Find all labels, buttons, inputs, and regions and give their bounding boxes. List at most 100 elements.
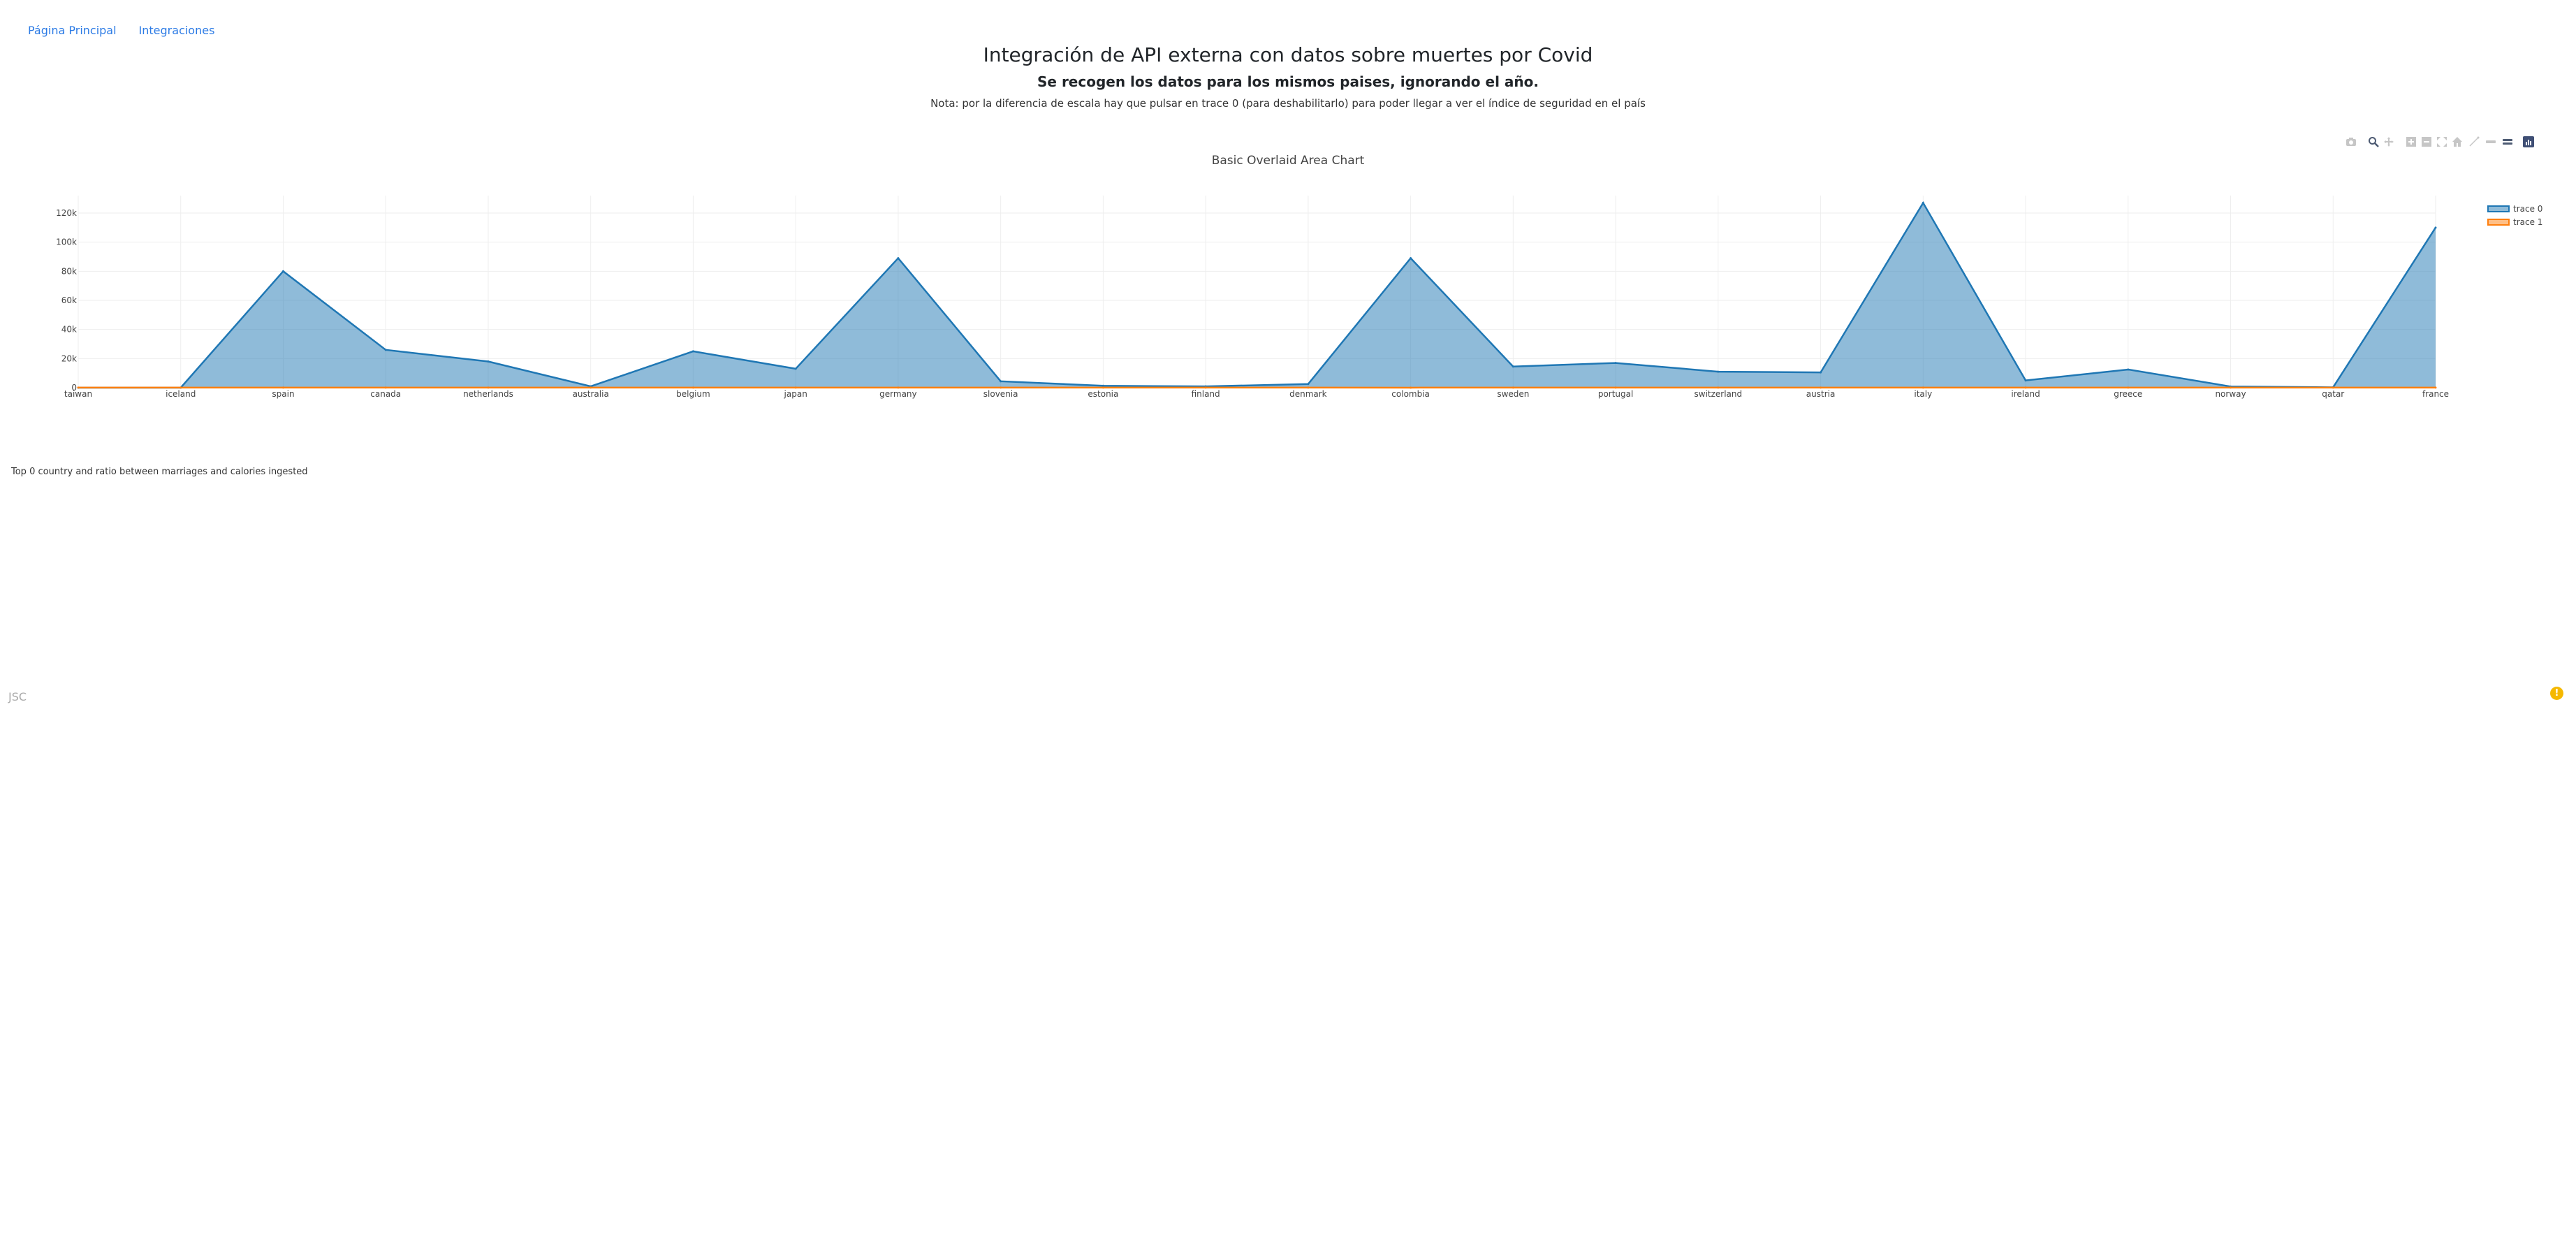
x-tick-label: austria [1806, 389, 1836, 399]
series-point-1 [281, 386, 284, 389]
x-tick-label: denmark [1289, 389, 1327, 399]
x-tick-label: spain [272, 389, 294, 399]
x-tick-label: colombia [1391, 389, 1430, 399]
series-point-0 [487, 360, 490, 363]
chart-legend: trace 0 trace 1 [2487, 204, 2542, 227]
legend-item-0[interactable]: trace 0 [2487, 204, 2542, 214]
series-point-0 [1922, 201, 1924, 204]
footer-brand: JSC [8, 690, 27, 703]
x-tick-label: netherlands [463, 389, 513, 399]
series-line-0 [78, 200, 2437, 389]
pan-icon[interactable] [2383, 136, 2395, 148]
y-tick-label: 20k [61, 353, 77, 363]
legend-label: trace 1 [2513, 217, 2542, 227]
home-icon[interactable] [2451, 136, 2464, 148]
x-tick-label: norway [2215, 389, 2246, 399]
series-point-1 [691, 386, 694, 389]
page-note: Nota: por la diferencia de escala hay qu… [930, 97, 1646, 110]
series-point-1 [2434, 386, 2437, 389]
series-point-0 [281, 270, 284, 272]
second-chart-caption: Top 0 country and ratio between marriage… [11, 467, 308, 477]
legend-swatch [2487, 219, 2510, 226]
x-tick-label: australia [573, 389, 609, 399]
series-point-0 [2127, 368, 2130, 371]
plotly-logo-icon[interactable] [2522, 136, 2535, 148]
series-area-0 [78, 203, 2436, 388]
x-tick-label: taiwan [64, 389, 92, 399]
series-point-0 [1614, 362, 1617, 365]
series-point-0 [1307, 383, 1310, 386]
area-chart: 0 20k 40k 60k 80k 100k 120k taiwan iceland spain… [56, 154, 2542, 399]
series-point-1 [1922, 386, 1924, 389]
nav-home-link[interactable]: Página Principal [28, 24, 117, 37]
series-point-1 [590, 386, 592, 389]
series-point-0 [691, 350, 694, 353]
warning-icon[interactable]: ! [2550, 687, 2563, 700]
series-point-1 [1717, 386, 1720, 389]
hover-closest-icon[interactable] [2484, 136, 2497, 148]
series-point-0 [2434, 226, 2437, 229]
zoom-in-icon[interactable] [2405, 136, 2417, 148]
autoscale-icon[interactable] [2436, 136, 2448, 148]
y-tick-label: 40k [61, 325, 77, 335]
x-tick-label: portugal [1598, 389, 1634, 399]
series-point-1 [2230, 386, 2232, 389]
legend-item-1[interactable]: trace 1 [2487, 217, 2542, 227]
zoom-icon[interactable] [2367, 136, 2380, 148]
x-tick-label: iceland [166, 389, 196, 399]
hover-compare-icon[interactable] [2501, 136, 2514, 148]
series-point-1 [77, 386, 80, 389]
y-axis-ticks: 0 20k 40k 60k 80k 100k 120k [56, 208, 77, 393]
y-tick-label: 60k [61, 295, 77, 305]
x-tick-label: france [2422, 389, 2449, 399]
x-tick-label: sweden [1497, 389, 1529, 399]
zoom-out-icon[interactable] [2420, 136, 2433, 148]
series-point-0 [897, 257, 900, 260]
camera-icon[interactable] [2345, 136, 2357, 148]
series-point-0 [1820, 371, 1822, 374]
series-point-0 [1102, 384, 1104, 387]
series-point-0 [1512, 365, 1514, 368]
series-point-1 [1204, 386, 1207, 389]
x-tick-label: finland [1192, 389, 1220, 399]
chart-title: Basic Overlaid Area Chart [1212, 154, 1365, 168]
series-point-0 [1717, 370, 1720, 373]
y-tick-label: 80k [61, 266, 77, 276]
x-tick-label: greece [2114, 389, 2142, 399]
series-point-1 [180, 386, 182, 389]
series-point-1 [1512, 386, 1514, 389]
series-point-1 [1307, 386, 1310, 389]
series-point-0 [1000, 380, 1002, 383]
x-tick-label: slovenia [983, 389, 1018, 399]
x-tick-label: italy [1914, 389, 1932, 399]
y-tick-label: 100k [56, 238, 77, 247]
legend-swatch [2487, 205, 2510, 212]
series-point-1 [487, 386, 490, 389]
spike-lines-icon[interactable] [2468, 136, 2480, 148]
series-point-0 [1410, 257, 1412, 260]
series-point-1 [2332, 386, 2334, 389]
x-tick-label: canada [370, 389, 401, 399]
series-point-1 [1614, 386, 1617, 389]
series-point-0 [384, 349, 387, 351]
series-point-1 [794, 386, 797, 389]
nav-integrations-link[interactable]: Integraciones [138, 24, 215, 37]
x-tick-label: belgium [676, 389, 710, 399]
series-point-0 [2024, 379, 2027, 382]
top-nav: Página Principal Integraciones [28, 24, 214, 37]
chart-grid [78, 196, 2436, 388]
x-tick-label: estonia [1088, 389, 1118, 399]
x-tick-label: germany [879, 389, 916, 399]
x-tick-label: japan [784, 389, 807, 399]
series-point-1 [1000, 386, 1002, 389]
x-tick-label: qatar [2322, 389, 2344, 399]
series-point-0 [794, 367, 797, 370]
x-tick-label: switzerland [1695, 389, 1743, 399]
page-title: Integración de API externa con datos sob… [983, 43, 1593, 66]
legend-label: trace 0 [2513, 204, 2542, 214]
series-point-1 [1410, 386, 1412, 389]
series-point-1 [384, 386, 387, 389]
chart-areas [77, 200, 2437, 389]
page-subtitle: Se recogen los datos para los mismos pai… [1037, 73, 1539, 90]
series-point-1 [2127, 386, 2130, 389]
